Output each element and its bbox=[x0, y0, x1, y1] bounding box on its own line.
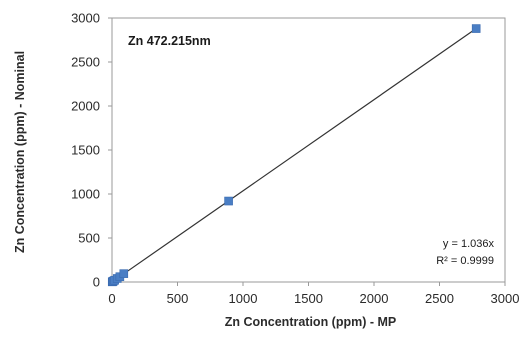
y-tick-label: 1500 bbox=[71, 143, 100, 158]
y-tick-label: 1000 bbox=[71, 187, 100, 202]
y-tick-label: 2000 bbox=[71, 99, 100, 114]
y-tick-label: 500 bbox=[78, 231, 100, 246]
trendline bbox=[111, 28, 477, 283]
trendline-r-squared: R² = 0.9999 bbox=[436, 255, 494, 267]
data-point bbox=[119, 269, 129, 278]
x-tick-label: 3000 bbox=[491, 291, 520, 306]
data-points bbox=[107, 24, 481, 287]
y-tick-label: 0 bbox=[93, 275, 100, 290]
x-tick-label: 500 bbox=[167, 291, 189, 306]
trendline-equation: y = 1.036x bbox=[443, 238, 495, 250]
y-tick-label: 3000 bbox=[71, 11, 100, 26]
x-tick-label: 2000 bbox=[360, 291, 389, 306]
data-point bbox=[471, 24, 481, 33]
x-axis-ticks: 0 500 1000 1500 2000 2500 3000 bbox=[108, 282, 519, 306]
y-axis-ticks: 0 500 1000 1500 2000 2500 3000 bbox=[71, 11, 112, 290]
x-tick-label: 1500 bbox=[294, 291, 323, 306]
x-axis-title: Zn Concentration (ppm) - MP bbox=[225, 315, 397, 329]
annotation-label: Zn 472.215nm bbox=[128, 34, 211, 48]
x-tick-label: 2500 bbox=[425, 291, 454, 306]
y-tick-label: 2500 bbox=[71, 55, 100, 70]
data-point bbox=[224, 196, 233, 206]
x-tick-label: 0 bbox=[108, 291, 115, 306]
x-tick-label: 1000 bbox=[229, 291, 258, 306]
y-axis-title: Zn Concentration (ppm) - Nominal bbox=[13, 51, 27, 253]
